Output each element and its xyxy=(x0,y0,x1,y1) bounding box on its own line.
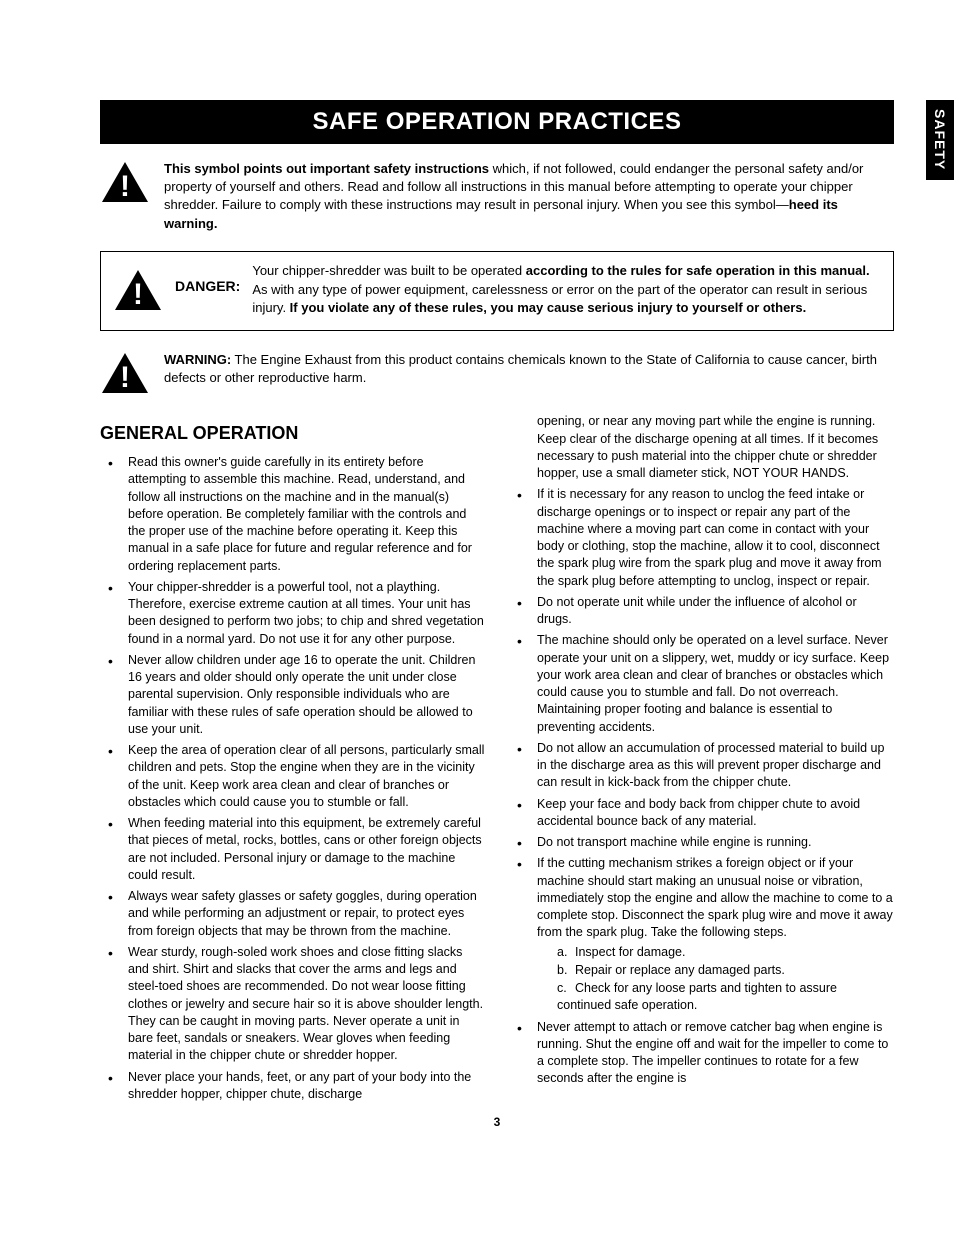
intro-text: This symbol points out important safety … xyxy=(164,160,894,233)
svg-text:!: ! xyxy=(120,170,130,203)
danger-label: DANGER: xyxy=(175,278,240,294)
right-bullet-list: If it is necessary for any reason to unc… xyxy=(509,486,894,1087)
warning-text: WARNING: The Engine Exhaust from this pr… xyxy=(164,351,894,387)
warning-icon: ! xyxy=(113,268,163,312)
list-item: If the cutting mechanism strikes a forei… xyxy=(537,855,894,1014)
warning-body: The Engine Exhaust from this product con… xyxy=(164,352,877,385)
body-columns: GENERAL OPERATION Read this owner's guid… xyxy=(100,413,894,1107)
page-title-bar: SAFE OPERATION PRACTICES xyxy=(100,100,894,144)
danger-b1: according to the rules for safe operatio… xyxy=(526,263,870,278)
svg-text:!: ! xyxy=(120,361,130,394)
list-item: Always wear safety glasses or safety gog… xyxy=(128,888,485,940)
sub-list-item: b.Repair or replace any damaged parts. xyxy=(557,962,894,979)
svg-text:!: ! xyxy=(133,278,143,311)
sub-list: a.Inspect for damage.b.Repair or replace… xyxy=(537,944,894,1015)
section-heading: GENERAL OPERATION xyxy=(100,421,485,446)
left-bullet-list: Read this owner's guide carefully in its… xyxy=(100,454,485,1103)
sub-list-item: c.Check for any loose parts and tighten … xyxy=(557,980,894,1015)
list-item: Never attempt to attach or remove catche… xyxy=(537,1019,894,1088)
list-item: If it is necessary for any reason to unc… xyxy=(537,486,894,590)
warning-icon: ! xyxy=(100,160,150,204)
list-item: Read this owner's guide carefully in its… xyxy=(128,454,485,575)
intro-notice: ! This symbol points out important safet… xyxy=(100,160,894,233)
warning-icon: ! xyxy=(100,351,150,395)
list-item: Your chipper-shredder is a powerful tool… xyxy=(128,579,485,648)
danger-p1: Your chipper-shredder was built to be op… xyxy=(252,263,525,278)
warning-notice: ! WARNING: The Engine Exhaust from this … xyxy=(100,351,894,395)
continuation-text: opening, or near any moving part while t… xyxy=(509,413,894,482)
danger-box: ! DANGER: Your chipper-shredder was buil… xyxy=(100,251,894,332)
danger-b2: If you violate any of these rules, you m… xyxy=(290,300,807,315)
list-item: Keep the area of operation clear of all … xyxy=(128,742,485,811)
page-number: 3 xyxy=(100,1115,894,1129)
list-item: When feeding material into this equipmen… xyxy=(128,815,485,884)
intro-bold-lead: This symbol points out important safety … xyxy=(164,161,489,176)
sub-list-item: a.Inspect for damage. xyxy=(557,944,894,961)
left-column: GENERAL OPERATION Read this owner's guid… xyxy=(100,413,485,1107)
list-item: The machine should only be operated on a… xyxy=(537,632,894,736)
warning-label: WARNING: xyxy=(164,352,231,367)
list-item: Wear sturdy, rough-soled work shoes and … xyxy=(128,944,485,1065)
list-item: Do not transport machine while engine is… xyxy=(537,834,894,851)
list-item: Never place your hands, feet, or any par… xyxy=(128,1069,485,1104)
page-content: SAFE OPERATION PRACTICES ! This symbol p… xyxy=(0,0,954,1149)
right-column: opening, or near any moving part while t… xyxy=(509,413,894,1107)
danger-text: Your chipper-shredder was built to be op… xyxy=(252,262,881,319)
list-item: Do not allow an accumulation of processe… xyxy=(537,740,894,792)
list-item: Never allow children under age 16 to ope… xyxy=(128,652,485,738)
list-item: Do not operate unit while under the infl… xyxy=(537,594,894,629)
list-item: Keep your face and body back from chippe… xyxy=(537,796,894,831)
